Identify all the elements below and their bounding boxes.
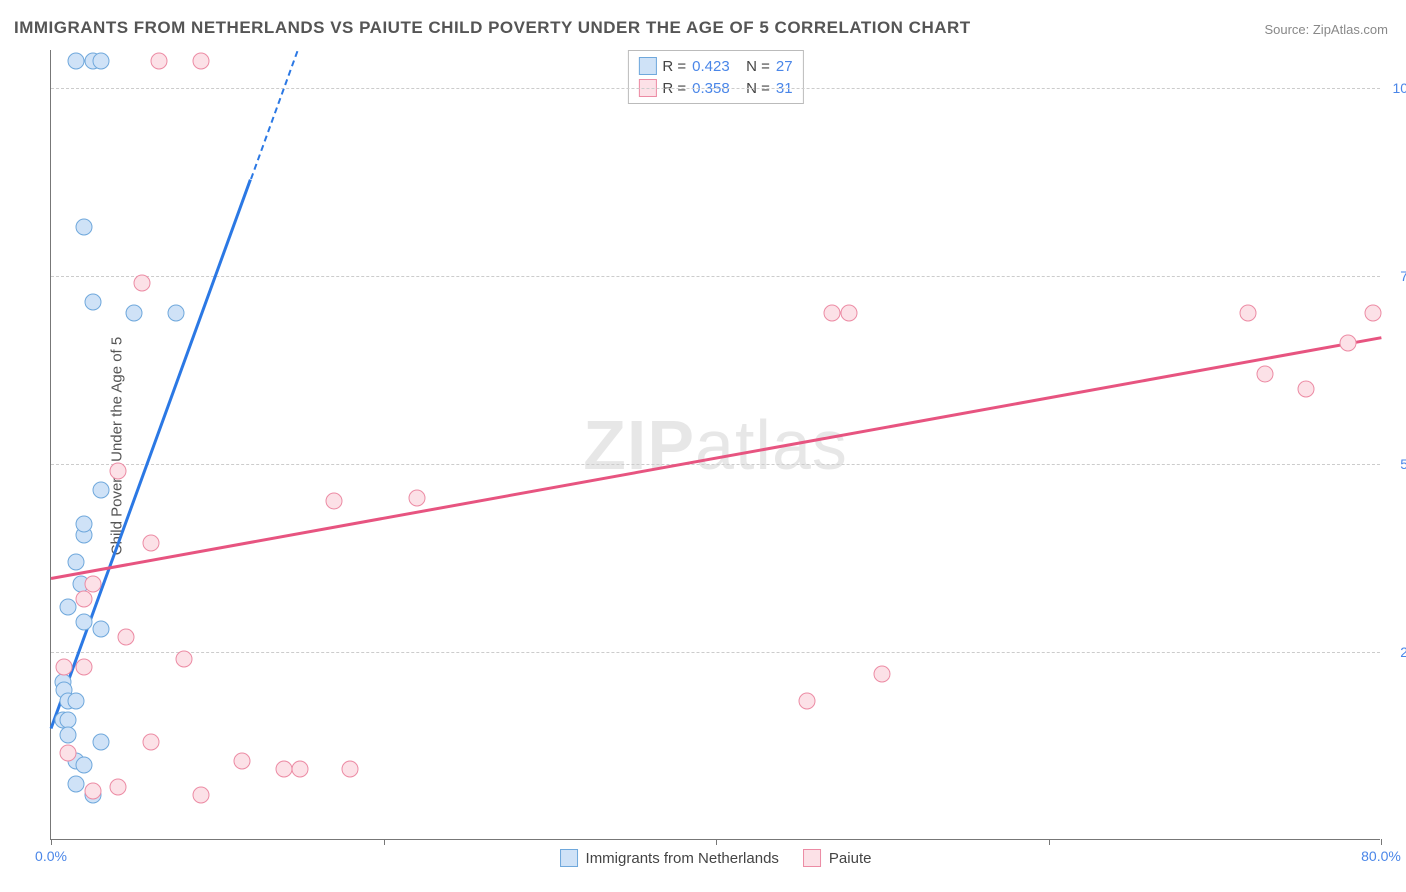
scatter-point-series-0 (76, 516, 93, 533)
scatter-point-series-1 (109, 463, 126, 480)
scatter-point-series-1 (1240, 305, 1257, 322)
scatter-point-series-1 (76, 658, 93, 675)
gridline-h (51, 464, 1380, 465)
n-label-0: N = (746, 58, 770, 75)
scatter-point-series-0 (59, 726, 76, 743)
plot-area: ZIPatlas R = 0.423 N = 27 R = 0.358 N = … (50, 50, 1380, 840)
scatter-point-series-1 (142, 534, 159, 551)
scatter-point-series-0 (67, 692, 84, 709)
y-tick-label: 25.0% (1390, 644, 1406, 660)
gridline-h (51, 276, 1380, 277)
scatter-point-series-1 (292, 760, 309, 777)
scatter-point-series-0 (67, 53, 84, 70)
gridline-h (51, 88, 1380, 89)
source-label: Source: ZipAtlas.com (1264, 22, 1388, 37)
scatter-point-series-1 (76, 591, 93, 608)
x-tick-mark (716, 839, 717, 845)
legend-bottom-label-1: Paiute (829, 850, 872, 867)
r-label-0: R = (662, 58, 686, 75)
correlation-legend: R = 0.423 N = 27 R = 0.358 N = 31 (627, 50, 803, 104)
gridline-h (51, 652, 1380, 653)
scatter-point-series-1 (117, 628, 134, 645)
scatter-point-series-1 (325, 493, 342, 510)
scatter-point-series-1 (408, 489, 425, 506)
scatter-point-series-0 (67, 775, 84, 792)
regression-line-0 (50, 179, 252, 729)
scatter-point-series-1 (275, 760, 292, 777)
scatter-point-series-0 (167, 305, 184, 322)
x-tick-label: 80.0% (1361, 848, 1401, 864)
x-tick-mark (1381, 839, 1382, 845)
chart-container: IMMIGRANTS FROM NETHERLANDS VS PAIUTE CH… (0, 0, 1406, 892)
scatter-point-series-0 (92, 53, 109, 70)
x-tick-label: 0.0% (35, 848, 67, 864)
scatter-point-series-0 (67, 553, 84, 570)
legend-row-series-0: R = 0.423 N = 27 (638, 55, 792, 77)
scatter-point-series-1 (142, 734, 159, 751)
scatter-point-series-1 (84, 783, 101, 800)
scatter-point-series-1 (192, 53, 209, 70)
scatter-point-series-0 (76, 218, 93, 235)
scatter-point-series-0 (126, 305, 143, 322)
y-tick-label: 50.0% (1390, 456, 1406, 472)
x-tick-mark (384, 839, 385, 845)
x-tick-mark (1049, 839, 1050, 845)
n-value-0: 27 (776, 58, 793, 75)
scatter-point-series-0 (92, 482, 109, 499)
scatter-point-series-1 (342, 760, 359, 777)
scatter-point-series-1 (1298, 380, 1315, 397)
scatter-point-series-0 (76, 756, 93, 773)
r-value-0: 0.423 (692, 58, 740, 75)
legend-item-0: Immigrants from Netherlands (560, 849, 779, 867)
scatter-point-series-0 (59, 598, 76, 615)
legend-item-1: Paiute (803, 849, 872, 867)
scatter-point-series-1 (192, 786, 209, 803)
scatter-point-series-1 (1256, 365, 1273, 382)
legend-bottom-swatch-1 (803, 849, 821, 867)
x-tick-mark (51, 839, 52, 845)
scatter-point-series-1 (1339, 335, 1356, 352)
scatter-point-series-1 (151, 53, 168, 70)
watermark-rest: atlas (695, 406, 848, 484)
y-tick-label: 100.0% (1390, 80, 1406, 96)
scatter-point-series-0 (76, 613, 93, 630)
scatter-point-series-1 (841, 305, 858, 322)
y-tick-label: 75.0% (1390, 268, 1406, 284)
legend-bottom-label-0: Immigrants from Netherlands (586, 850, 779, 867)
regression-line-1 (51, 336, 1382, 580)
regression-line-dashed-0 (250, 51, 298, 180)
chart-title: IMMIGRANTS FROM NETHERLANDS VS PAIUTE CH… (14, 18, 971, 38)
source-prefix: Source: (1264, 22, 1312, 37)
scatter-point-series-1 (59, 745, 76, 762)
source-value: ZipAtlas.com (1313, 22, 1388, 37)
scatter-point-series-0 (84, 294, 101, 311)
scatter-point-series-1 (234, 753, 251, 770)
scatter-point-series-1 (824, 305, 841, 322)
scatter-point-series-1 (176, 651, 193, 668)
scatter-point-series-1 (134, 275, 151, 292)
legend-swatch-0 (638, 57, 656, 75)
scatter-point-series-1 (799, 692, 816, 709)
scatter-point-series-0 (92, 734, 109, 751)
scatter-point-series-1 (56, 658, 73, 675)
legend-bottom-swatch-0 (560, 849, 578, 867)
scatter-point-series-0 (92, 621, 109, 638)
scatter-point-series-1 (109, 779, 126, 796)
scatter-point-series-1 (1364, 305, 1381, 322)
scatter-point-series-1 (874, 666, 891, 683)
series-legend: Immigrants from Netherlands Paiute (560, 849, 872, 867)
